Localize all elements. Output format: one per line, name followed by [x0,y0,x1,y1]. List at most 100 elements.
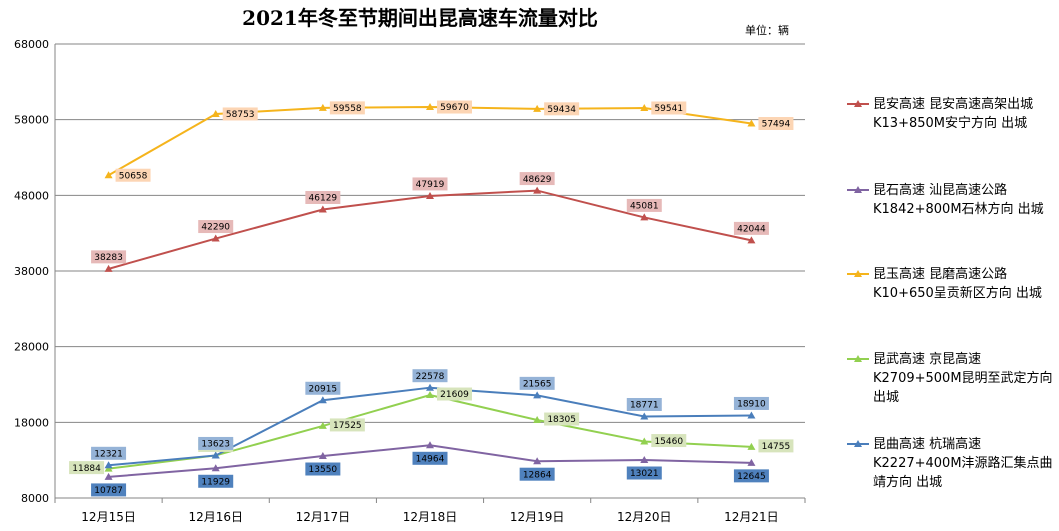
data-label: 12645 [733,469,769,483]
y-tick-label: 28000 [14,341,49,354]
data-point-marker [640,437,649,445]
legend-label-line: 昆安高速 昆安高速高架出城 [873,97,1034,112]
data-label: 20915 [305,381,341,395]
data-point-marker [533,104,542,112]
data-point-marker [104,472,113,480]
data-point-marker [426,441,434,449]
data-label-text: 13550 [309,465,338,475]
x-tick-label: 12月17日 [296,510,351,524]
data-label-bg [519,467,555,481]
data-label-text: 13623 [201,440,230,450]
data-label-text: 45081 [630,202,659,212]
data-label-text: 14964 [416,455,445,465]
y-tick-label: 58000 [14,114,49,127]
data-label: 47919 [412,177,448,191]
data-label: 59558 [329,101,365,115]
data-label-bg [198,436,234,450]
data-label: 57494 [758,116,794,130]
data-point-marker [426,391,434,399]
data-label-bg [198,220,234,234]
legend-label-line: 昆曲高速 杭瑞高速 [873,437,982,452]
legend-label: 昆石高速 汕昆高速公路 K1842+800M石林方向 出城 [873,181,1059,219]
data-label-bg [519,376,555,390]
data-label-text: 18305 [547,415,576,425]
unit-label: 单位：辆 [745,24,789,37]
data-label-bg [305,190,341,204]
data-label-text: 18771 [630,401,659,411]
data-label: 46129 [305,190,341,204]
series-3 [104,103,756,179]
legend-label-line: 昆武高速 京昆高速 [873,352,982,367]
data-label-bg [733,221,769,235]
data-label-bg [91,483,127,497]
x-tick-label: 12月20日 [617,510,672,524]
legend-label-line: K2709+500M昆明至武定方向 [873,371,1053,386]
data-label-text: 22578 [416,372,445,382]
data-label: 18910 [733,396,769,410]
data-label: 13550 [305,462,341,476]
data-label-text: 48629 [523,175,552,185]
legend-label: 昆玉高速 昆磨高速公路 K10+650呈贡新区方向 出城 [873,265,1059,303]
data-label-text: 59434 [547,105,576,115]
data-label-bg [544,412,580,426]
data-label-bg [329,418,365,432]
legend-label-line: 昆石高速 汕昆高速公路 [873,183,1008,198]
data-label-text: 21565 [523,380,552,390]
line-chart: 8000 18000 28000 38000 48000 58000 68000 12月15日… [14,38,806,524]
data-point-marker [640,104,649,112]
data-label-bg [544,102,580,116]
y-tick-label: 18000 [14,416,49,429]
data-label-bg [437,100,472,114]
data-label-text: 50658 [119,171,148,181]
data-label-text: 59558 [333,104,362,114]
data-label-bg [626,466,662,480]
data-label-text: 11929 [201,477,230,487]
data-label: 13021 [626,466,662,480]
data-label-text: 13021 [630,469,659,479]
data-label-bg [733,469,769,483]
data-label: 48629 [519,172,555,186]
data-label-text: 59541 [654,104,683,114]
data-point-marker [747,119,756,127]
y-tick-label: 38000 [14,265,49,278]
data-label-text: 14755 [762,442,791,452]
data-label-bg [115,168,151,182]
data-point-marker [747,458,756,466]
series-5 [104,383,756,469]
chart-title: 2021年冬至节期间出昆高速车流量对比 [242,6,598,30]
data-label-text: 10787 [94,486,123,496]
data-label-bg [412,369,448,383]
data-label: 11929 [198,474,234,488]
data-label: 59670 [437,100,472,114]
data-label-text: 11884 [72,464,101,474]
data-label: 11884 [69,461,105,475]
data-label: 18305 [544,412,580,426]
legend-label: 昆武高速 京昆高速 K2709+500M昆明至武定方向 出城 [873,350,1059,407]
y-tick-label: 68000 [14,38,49,51]
data-point-marker [318,396,327,404]
data-label-text: 57494 [762,120,791,130]
data-label-bg [733,396,769,410]
x-tick-label: 12月19日 [510,510,565,524]
data-label-text: 47919 [416,180,445,190]
data-point-marker [211,234,220,242]
legend-label-line: 昆玉高速 昆磨高速公路 [873,267,1008,282]
data-label: 21565 [519,376,555,390]
data-point-marker [747,411,756,419]
legend-label-line: 出城 [873,390,900,405]
data-point-marker [747,236,756,244]
legend-label: 昆曲高速 杭瑞高速 K2227+400M沣源路汇集点曲 靖方向 出城 [873,435,1059,492]
data-label: 13623 [198,436,234,450]
data-label-text: 21609 [440,390,469,400]
data-label-bg [519,172,555,186]
data-point-marker [426,103,434,111]
data-label-text: 42290 [201,223,230,233]
y-tick-label: 48000 [14,189,49,202]
data-label: 21609 [437,387,472,401]
x-tick-label: 12月21日 [724,510,779,524]
data-point-marker [533,416,542,424]
data-point-marker [318,205,327,213]
data-label-bg [91,250,127,264]
data-label: 12321 [91,446,127,460]
legend-label-line: K13+850M安宁方向 出城 [873,116,1028,131]
